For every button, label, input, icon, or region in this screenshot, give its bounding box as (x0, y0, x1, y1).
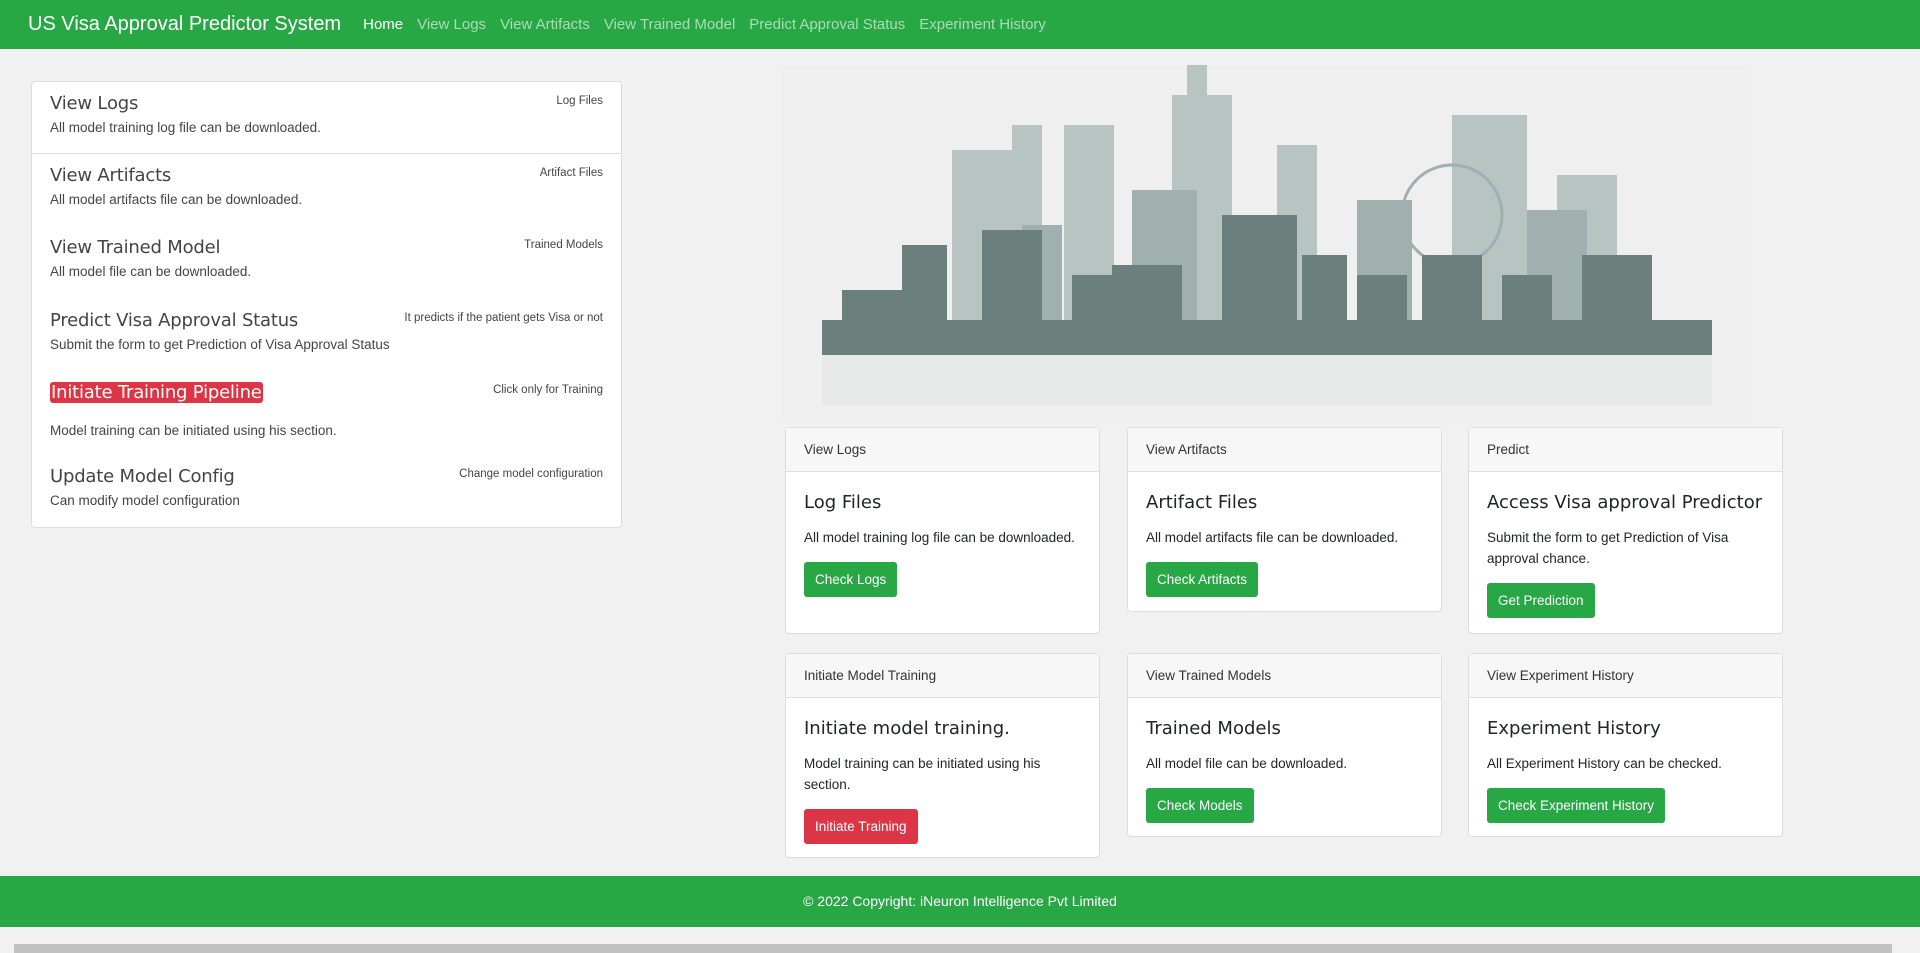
list-item-title: View Trained Model (50, 237, 221, 258)
list-item-desc: All model artifacts file can be download… (50, 192, 303, 207)
card-header: Initiate Model Training (786, 654, 1099, 698)
list-item-note: Log Files (556, 95, 603, 107)
list-item-title[interactable]: Initiate Training Pipeline (50, 382, 263, 403)
list-item-desc: Submit the form to get Prediction of Vis… (50, 337, 390, 352)
card-text: All model training log file can be downl… (804, 530, 1075, 545)
navbar: US Visa Approval Predictor System Home V… (0, 0, 1920, 49)
list-item-note: It predicts if the patient gets Visa or … (404, 312, 603, 324)
list-item-desc: All model training log file can be downl… (50, 120, 321, 135)
nav-view-logs[interactable]: View Logs (417, 16, 487, 33)
card-header: Predict (1469, 428, 1782, 472)
check-artifacts-button[interactable]: Check Artifacts (1146, 562, 1259, 597)
card-title: Trained Models (1146, 718, 1281, 739)
list-item-desc: Can modify model configuration (50, 493, 240, 508)
nav-experiment-history[interactable]: Experiment History (919, 16, 1046, 33)
nav-view-trained-model[interactable]: View Trained Model (603, 16, 736, 33)
card-header: View Experiment History (1469, 654, 1782, 698)
card-header: View Trained Models (1128, 654, 1441, 698)
check-models-button[interactable]: Check Models (1146, 788, 1254, 823)
feature-list: View Logs Log Files All model training log… (31, 81, 622, 528)
list-item[interactable]: Predict Visa Approval Status It predicts … (50, 310, 603, 352)
divider (32, 153, 621, 154)
list-item-desc: All model file can be downloaded. (50, 264, 252, 279)
card-title: Log Files (804, 492, 882, 513)
list-item[interactable]: View Logs Log Files All model training log… (50, 93, 603, 135)
card-view-artifacts: View Artifacts Artifact Files All model a… (1127, 427, 1442, 612)
horizontal-scrollbar[interactable] (14, 944, 1892, 953)
list-item-note: Trained Models (524, 239, 603, 251)
nav-home[interactable]: Home (363, 16, 404, 33)
brand[interactable]: US Visa Approval Predictor System (28, 13, 342, 35)
list-item-title: View Artifacts (50, 165, 172, 186)
list-item[interactable]: Initiate Training Pipeline Click only for… (50, 382, 603, 438)
list-item-note: Click only for Training (493, 384, 603, 396)
check-logs-button[interactable]: Check Logs (804, 562, 898, 597)
card-title: Access Visa approval Predictor (1487, 492, 1763, 513)
city-skyline-image (782, 65, 1751, 422)
footer: © 2022 Copyright: iNeuron Intelligence P… (0, 876, 1920, 927)
card-initiate-training: Initiate Model Training Initiate model t… (785, 653, 1100, 858)
list-item[interactable]: View Artifacts Artifact Files All model ar… (50, 165, 603, 207)
card-text: Submit the form to get Prediction of Vis… (1487, 530, 1729, 566)
list-item[interactable]: View Trained Model Trained Models All mode… (50, 237, 603, 279)
nav-view-artifacts[interactable]: View Artifacts (500, 16, 590, 33)
card-trained-models: View Trained Models Trained Models All mo… (1127, 653, 1442, 837)
card-header: View Artifacts (1128, 428, 1441, 472)
card-predict: Predict Access Visa approval Predictor Su… (1468, 427, 1783, 634)
list-item-title: Update Model Config (50, 466, 235, 487)
list-item[interactable]: Update Model Config Change model configur… (50, 466, 603, 508)
card-header: View Logs (786, 428, 1099, 472)
nav-predict[interactable]: Predict Approval Status (749, 16, 906, 33)
list-item-note: Change model configuration (459, 468, 603, 480)
card-view-logs: View Logs Log Files All model training lo… (785, 427, 1100, 634)
list-item-desc: Model training can be initiated using hi… (50, 423, 337, 438)
list-item-title: View Logs (50, 93, 139, 114)
check-experiment-history-button[interactable]: Check Experiment History (1487, 788, 1666, 823)
get-prediction-button[interactable]: Get Prediction (1487, 583, 1595, 618)
list-item-note: Artifact Files (539, 167, 603, 179)
card-text: All Experiment History can be checked. (1487, 756, 1722, 771)
card-title: Artifact Files (1146, 492, 1258, 513)
card-text: All model file can be downloaded. (1146, 756, 1348, 771)
card-title: Initiate model training. (804, 718, 1010, 739)
card-text: All model artifacts file can be download… (1146, 530, 1399, 545)
initiate-training-button[interactable]: Initiate Training (804, 809, 918, 844)
card-title: Experiment History (1487, 718, 1661, 739)
list-item-title: Predict Visa Approval Status (50, 310, 299, 331)
card-text: Model training can be initiated using hi… (804, 756, 1041, 792)
card-experiment-history: View Experiment History Experiment Histo… (1468, 653, 1783, 837)
